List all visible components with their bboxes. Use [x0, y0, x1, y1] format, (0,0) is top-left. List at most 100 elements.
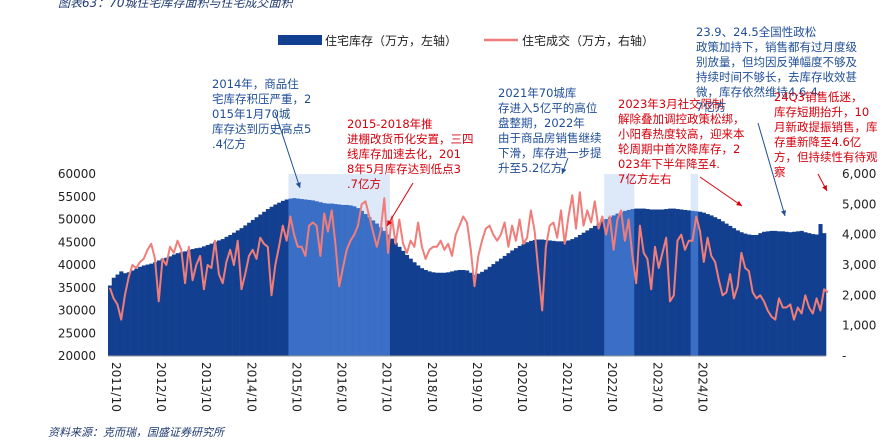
inventory-bar [570, 239, 575, 356]
inventory-bar [607, 217, 613, 356]
inventory-bar [288, 198, 293, 356]
inventory-bar [615, 213, 620, 356]
inventory-bar [416, 265, 421, 356]
inventory-bar [258, 214, 263, 356]
inventory-bar [423, 270, 428, 356]
inventory-bar [303, 199, 308, 356]
x-tick-label: 2020/10 [515, 362, 529, 412]
x-tick-label: 2024/10 [695, 362, 709, 412]
y-left-tick-label: 45000 [58, 235, 96, 249]
inventory-bar [186, 249, 192, 356]
inventory-bar [431, 272, 436, 356]
y-right-tick-label: 5,000 [842, 197, 876, 211]
inventory-bar [589, 228, 594, 356]
inventory-bar [645, 209, 650, 356]
legend-bar-swatch [278, 35, 322, 45]
inventory-bar [130, 270, 135, 356]
annotation-arrow [274, 111, 301, 189]
inventory-bar [171, 254, 176, 356]
inventory-bar [382, 230, 387, 356]
inventory-bar [201, 246, 207, 356]
x-tick-label: 2014/10 [244, 362, 258, 412]
inventory-bar [792, 231, 797, 356]
inventory-bar [675, 209, 680, 356]
inventory-bar [217, 240, 222, 356]
inventory-bar [329, 203, 334, 356]
inventory-bar [265, 209, 270, 356]
inventory-bar [664, 209, 669, 356]
inventory-bar [239, 228, 244, 356]
inventory-bar [310, 200, 316, 356]
inventory-bar [529, 240, 534, 356]
inventory-bar [356, 208, 361, 356]
inventory-bar [521, 244, 526, 356]
annotation-arrowhead [295, 182, 301, 188]
inventory-bar [228, 234, 233, 356]
inventory-bar [213, 241, 218, 356]
annotation-text: 2015-2018年推进棚改货币化安置，三四线库存加速去化，201 8年5月库存达… [347, 117, 474, 191]
inventory-bar [149, 263, 154, 356]
inventory-bar [581, 232, 586, 356]
inventory-bar [754, 234, 759, 356]
inventory-bar [262, 211, 267, 356]
annotation-arrowhead [736, 200, 742, 206]
inventory-bar [420, 268, 425, 356]
inventory-bar [525, 242, 530, 356]
transactions-line [108, 191, 829, 321]
inventory-bar [250, 219, 255, 356]
inventory-bar [322, 203, 327, 356]
annotation-text: 2014年，商品住宅库存积压严重，2 015年1月70城库存达到历史高点5.4亿方 [212, 77, 311, 151]
inventory-bar [536, 239, 541, 356]
inventory-bar [803, 232, 808, 356]
inventory-bar [784, 231, 789, 356]
inventory-bar [254, 217, 259, 356]
inventory-bar [506, 253, 511, 356]
inventory-bar [280, 200, 285, 356]
inventory-bar [333, 204, 338, 356]
inventory-bar [683, 209, 688, 356]
x-tick-label: 2012/10 [154, 362, 168, 412]
inventory-bar [476, 273, 481, 356]
inventory-bar [397, 246, 402, 356]
inventory-bar [408, 258, 413, 356]
inventory-bar [574, 237, 579, 356]
inventory-bar [220, 239, 225, 356]
x-tick-label: 2023/10 [650, 362, 664, 412]
inventory-bar [412, 262, 417, 356]
legend-line-label: 住宅成交（万方，右轴） [522, 33, 654, 48]
x-tick-label: 2017/10 [380, 362, 394, 412]
legend-bar-label: 住宅库存（万方，左轴） [325, 33, 457, 48]
inventory-bar [630, 209, 635, 356]
inventory-bar [547, 240, 552, 356]
y-left-tick-label: 35000 [58, 281, 96, 295]
y-left-tick-label: 20000 [58, 349, 96, 363]
inventory-bar [747, 234, 752, 356]
inventory-bar [427, 271, 432, 356]
inventory-bar [762, 231, 767, 356]
inventory-bar [810, 234, 816, 356]
annotation-text: 23.9、24.5全国性政松政策加持下，销售都有过月度级别放量，但均因反弹幅度不… [696, 25, 857, 114]
inventory-bar [562, 241, 567, 356]
y-right-tick-label: 4,000 [842, 228, 876, 242]
inventory-bar [559, 241, 564, 356]
inventory-bar [502, 255, 507, 356]
source-note: 资料来源：克而瑞，国盛证券研究所 [48, 426, 224, 439]
y-right-tick-label: - [842, 349, 846, 363]
inventory-bar [404, 254, 410, 356]
inventory-bar [495, 261, 500, 356]
inventory-bar [638, 208, 643, 356]
inventory-bar [480, 271, 485, 356]
inventory-bar [765, 231, 770, 356]
annotation-arrowhead [822, 185, 827, 191]
inventory-bar [269, 206, 274, 356]
x-tick-label: 2021/10 [560, 362, 574, 412]
inventory-bar [653, 209, 658, 356]
y-right-tick-label: 1,000 [842, 319, 876, 333]
inventory-bar [235, 230, 240, 356]
inventory-bar [773, 230, 778, 356]
inventory-bar [295, 198, 301, 356]
inventory-bar [247, 222, 252, 356]
inventory-bar [623, 210, 628, 356]
y-left-tick-label: 50000 [58, 213, 96, 227]
